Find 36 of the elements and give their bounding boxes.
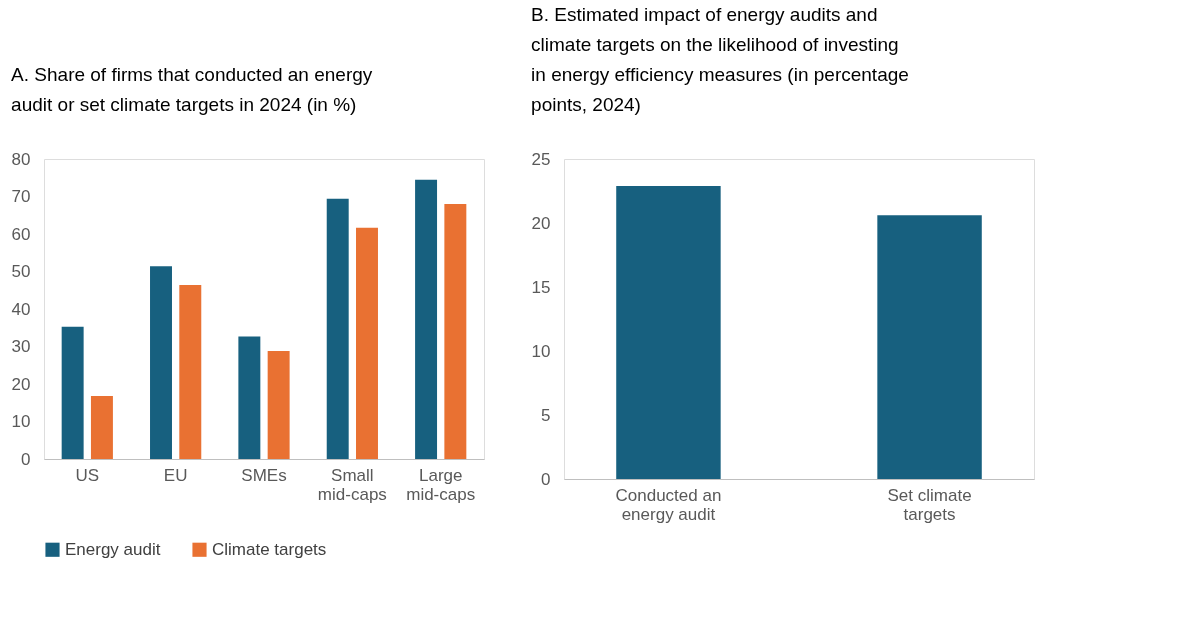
bar (267, 351, 290, 459)
y-tick-label: 50 (11, 262, 31, 281)
bar (444, 204, 467, 459)
legend-label: Climate targets (212, 539, 327, 559)
y-tick-label: 15 (531, 277, 551, 297)
y-tick-label: 5 (541, 405, 551, 425)
y-tick-label: 80 (11, 149, 31, 169)
x-tick-label: Set climate targets (887, 485, 972, 524)
y-tick-label: 60 (11, 224, 31, 244)
y-tick-label: 25 (531, 149, 551, 169)
y-tick-label: 20 (11, 374, 31, 394)
bar (90, 396, 113, 459)
y-tick-label: 30 (11, 337, 31, 356)
legend-label: Energy audit (65, 539, 161, 559)
bar (356, 227, 378, 459)
bar (61, 326, 84, 459)
bar (415, 179, 438, 459)
x-tick-label: EU (163, 465, 188, 485)
x-tick-label: SMEs (241, 465, 287, 485)
x-tick-label: Small mid-caps (317, 465, 387, 504)
y-tick-label: 0 (21, 449, 31, 469)
y-tick-label: 10 (11, 412, 31, 431)
chart-title: B. Estimated impact of energy audits and climate targets on the likelihood of investing in energy efficiency measures (in percentage points, 2024) (531, 4, 909, 115)
y-tick-label: 40 (11, 299, 31, 319)
x-tick-label: Conducted an energy audit (615, 485, 722, 524)
bar (150, 266, 172, 459)
x-tick-label: Large mid-caps (406, 465, 476, 504)
bar (179, 285, 202, 459)
chart-title: A. Share of firms that conducted an energy audit or set climate targets in 2024 (in %) (11, 64, 373, 115)
y-tick-label: 20 (531, 213, 551, 233)
bar (238, 336, 261, 459)
x-tick-label: US (75, 465, 100, 485)
y-tick-label: 10 (531, 341, 551, 361)
bar (326, 198, 349, 459)
y-tick-label: 0 (541, 469, 551, 489)
y-tick-label: 70 (11, 187, 31, 206)
